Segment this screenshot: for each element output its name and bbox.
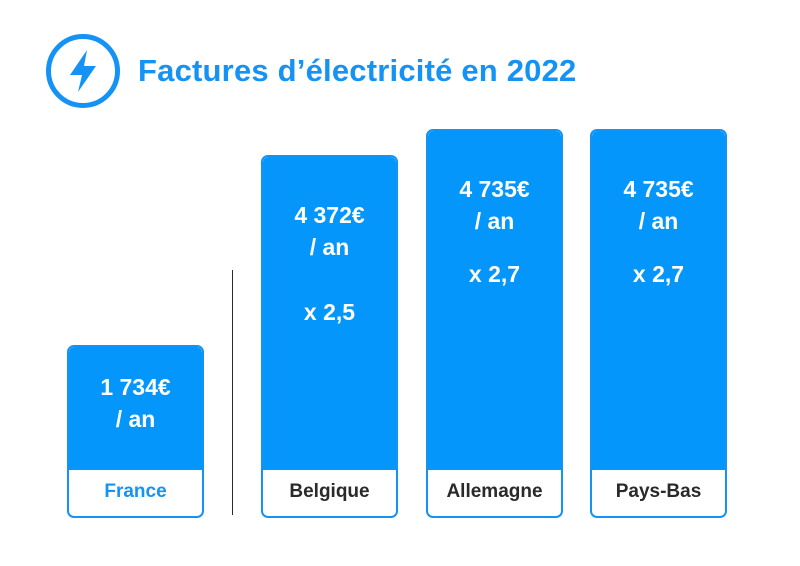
bar-allemagne: 4 735€ / an x 2,7 Allemagne	[426, 129, 563, 518]
bar-multiplier-label: x 2,7	[468, 261, 521, 287]
bar-belgique: 4 372€ / an x 2,5 Belgique	[261, 155, 398, 518]
bar-value-label: 1 734€ / an	[100, 374, 171, 432]
bar-multiplier-label: x 2,5	[303, 299, 356, 325]
bar-value-label: 4 735€ / an	[623, 176, 694, 234]
chart-title: Factures d’électricité en 2022	[138, 53, 577, 88]
category-label: Pays-Bas	[615, 481, 702, 502]
bar-fill	[428, 131, 561, 470]
bar-fill	[592, 131, 725, 470]
bar-fill	[69, 347, 202, 470]
category-label: Allemagne	[446, 481, 543, 502]
bar-multiplier-label: x 2,7	[632, 261, 685, 287]
category-label: Belgique	[289, 481, 370, 502]
bar-value-label: 4 372€ / an	[294, 202, 365, 260]
bar-pays-bas: 4 735€ / an x 2,7 Pays-Bas	[590, 129, 727, 518]
category-label: France	[104, 481, 167, 502]
bar-value-label: 4 735€ / an	[459, 176, 530, 234]
lightning-bolt-icon	[46, 34, 120, 108]
divider-line	[232, 270, 233, 515]
chart-header: Factures d’électricité en 2022	[46, 34, 577, 108]
bar-fill	[263, 157, 396, 470]
bar-france: 1 734€ / an France	[67, 345, 204, 518]
